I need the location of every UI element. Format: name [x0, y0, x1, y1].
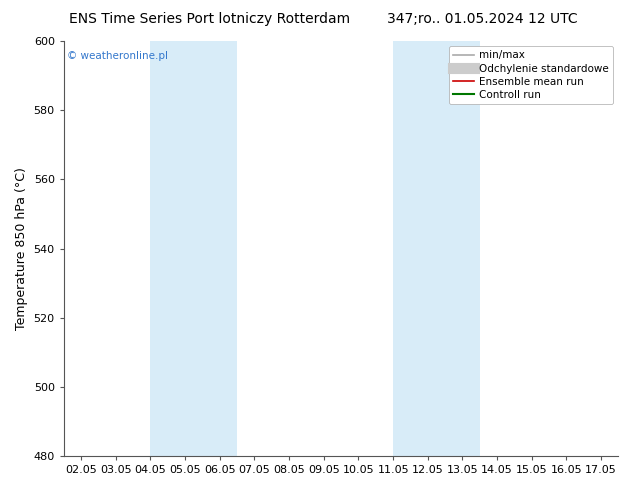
Legend: min/max, Odchylenie standardowe, Ensemble mean run, Controll run: min/max, Odchylenie standardowe, Ensembl… [449, 46, 613, 104]
Text: © weatheronline.pl: © weatheronline.pl [67, 51, 167, 61]
Bar [393, 41, 480, 456]
Bar [150, 41, 237, 456]
Y-axis label: Temperature 850 hPa (°C): Temperature 850 hPa (°C) [15, 167, 28, 330]
Text: ENS Time Series Port lotniczy Rotterdam: ENS Time Series Port lotniczy Rotterdam [68, 12, 350, 26]
Text: 347;ro.. 01.05.2024 12 UTC: 347;ro.. 01.05.2024 12 UTC [387, 12, 577, 26]
